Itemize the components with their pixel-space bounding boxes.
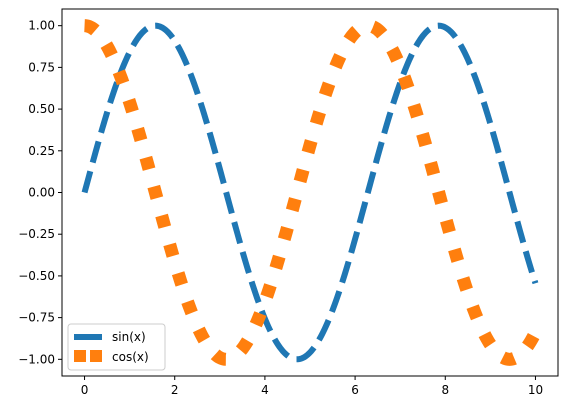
y-tick-label: 0.00 (28, 186, 55, 200)
x-tick-label: 10 (528, 383, 543, 397)
y-tick-label: −0.75 (18, 311, 55, 325)
x-tick-label: 2 (171, 383, 179, 397)
legend-label-sin: sin(x) (112, 330, 146, 344)
y-tick-label: 0.50 (28, 102, 55, 116)
y-tick-label: 0.25 (28, 144, 55, 158)
y-tick-label: 1.00 (28, 19, 55, 33)
legend: sin(x) cos(x) (67, 323, 166, 371)
y-axis: 1.00 0.75 0.50 0.25 0.00 −0.25 −0.50 −0.75 −1.00 (18, 19, 62, 366)
x-tick-label: 8 (441, 383, 449, 397)
legend-label-cos: cos(x) (112, 350, 149, 364)
y-tick-label: −1.00 (18, 352, 55, 366)
series-line-cos (84, 19, 542, 366)
series-layer (81, 19, 542, 366)
y-tick-label: −0.25 (18, 227, 55, 241)
x-tick-label: 6 (351, 383, 359, 397)
y-tick-label: −0.50 (18, 269, 55, 283)
plot-area (62, 9, 558, 376)
x-tick-label: 4 (261, 383, 269, 397)
legend-swatch-cos-2 (90, 350, 102, 362)
legend-swatch-cos (74, 350, 86, 362)
x-tick-label: 0 (81, 383, 89, 397)
series-line-sin (81, 22, 539, 363)
y-tick-label: 0.75 (28, 60, 55, 74)
x-axis: 0 2 4 6 8 10 (81, 376, 543, 397)
